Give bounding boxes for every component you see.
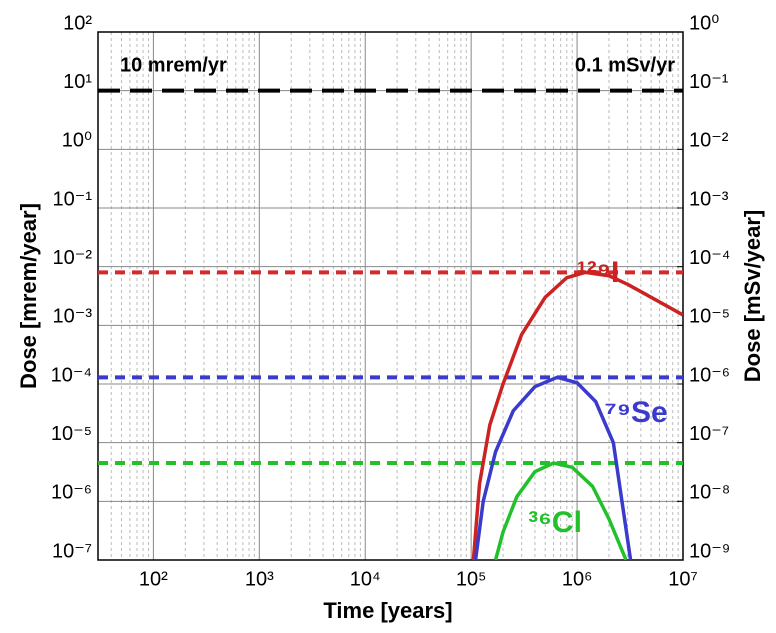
annotation: 0.1 mSv/yr xyxy=(575,54,675,76)
x-axis-title: Time [years] xyxy=(323,598,452,623)
y-tick-label: 10⁻³ xyxy=(53,306,93,328)
y-tick-label: 10⁻⁶ xyxy=(51,482,92,504)
y2-tick-label: 10⁻⁵ xyxy=(689,306,730,328)
y2-tick-label: 10⁰ xyxy=(689,12,719,34)
y2-tick-label: 10⁻⁸ xyxy=(689,482,730,504)
y2-tick-label: 10⁻² xyxy=(689,130,729,152)
x-tick-label: 10⁷ xyxy=(668,568,697,590)
y-tick-label: 10⁻⁷ xyxy=(52,540,92,562)
y-axis-title: Dose [mrem/year] xyxy=(16,203,41,389)
x-tick-label: 10² xyxy=(139,568,168,590)
x-tick-label: 10⁶ xyxy=(562,568,592,590)
y-tick-label: 10⁰ xyxy=(62,130,92,152)
y-tick-label: 10² xyxy=(63,12,92,34)
y-tick-label: 10⁻¹ xyxy=(53,188,93,210)
y-tick-label: 10⁻² xyxy=(53,247,93,269)
series-label: ⁷⁹Se xyxy=(604,396,667,429)
y2-axis-title: Dose [mSv/year] xyxy=(740,210,765,382)
series-line xyxy=(493,461,628,560)
plot-frame xyxy=(97,31,684,561)
y-tick-label: 10⁻⁴ xyxy=(51,364,92,386)
y-tick-label: 10⁻⁵ xyxy=(51,423,92,445)
y2-tick-label: 10⁻³ xyxy=(689,188,729,210)
x-tick-label: 10⁴ xyxy=(350,568,381,590)
y2-tick-label: 10⁻⁹ xyxy=(689,540,730,562)
series-label: ¹²⁹I xyxy=(577,256,620,289)
annotation: 10 mrem/yr xyxy=(120,54,227,76)
y2-tick-label: 10⁻¹ xyxy=(689,71,729,93)
x-tick-label: 10⁵ xyxy=(456,568,487,590)
y2-tick-label: 10⁻⁴ xyxy=(689,247,730,269)
x-tick-label: 10³ xyxy=(245,568,274,590)
y2-tick-label: 10⁻⁶ xyxy=(689,364,730,386)
plot-area xyxy=(98,88,683,560)
series-line xyxy=(473,375,633,560)
y2-tick-label: 10⁻⁷ xyxy=(689,423,729,445)
y-tick-label: 10¹ xyxy=(63,71,92,93)
series-line xyxy=(471,270,683,560)
series-label: ³⁶Cl xyxy=(528,506,582,539)
